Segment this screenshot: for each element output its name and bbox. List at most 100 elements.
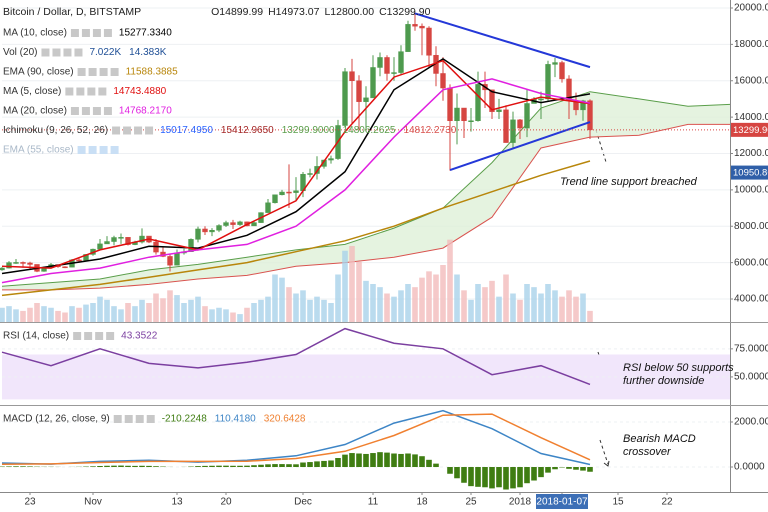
volume-bar: [279, 277, 285, 322]
candle-body: [13, 262, 19, 264]
candle-body: [454, 107, 460, 122]
macd-histogram-bar: [321, 460, 327, 468]
volume-bar: [419, 277, 425, 322]
annotation: Trend line support breached: [560, 176, 698, 188]
volume-bar: [69, 306, 75, 322]
volume-bar: [293, 293, 299, 322]
volume-bar: [209, 309, 215, 322]
legend-icon: [87, 87, 96, 96]
ohlc-value: H14973.07: [268, 6, 320, 18]
candle-body: [272, 194, 278, 204]
y-tick-label: 20000.00: [734, 3, 768, 14]
candle-body: [489, 89, 495, 112]
legend-value: 13299.9000: [282, 125, 335, 136]
candle-body: [447, 87, 453, 122]
macd-histogram-bar: [139, 465, 145, 468]
macd-histogram-bar: [286, 464, 292, 468]
macd-histogram-bar: [125, 465, 131, 468]
indicator-line: [1, 59, 591, 269]
volume-bar: [461, 290, 467, 322]
legend-icon: [74, 48, 83, 57]
candle-body: [475, 84, 481, 122]
volume-bar: [13, 309, 19, 322]
x-tick-label: 25: [465, 497, 477, 508]
legend-icon: [99, 146, 108, 154]
macd-histogram-bar: [20, 466, 26, 468]
macd-histogram-bar: [146, 465, 152, 468]
legend-icon: [103, 107, 112, 115]
macd-histogram-bar: [552, 467, 558, 470]
volume-bar: [517, 299, 523, 322]
macd-histogram-bar: [482, 467, 488, 488]
macd-histogram-bar: [587, 467, 593, 472]
volume-bar: [440, 265, 446, 322]
candle-body: [265, 202, 271, 213]
legend-icon: [81, 29, 90, 37]
volume-bar: [468, 299, 474, 322]
legend-name: Vol (20): [3, 47, 37, 58]
ichimoku-span-b: [2, 123, 730, 291]
volume-bar: [335, 274, 341, 322]
candle-body: [510, 119, 516, 143]
candle-body: [412, 24, 418, 27]
volume-bar: [321, 299, 327, 322]
legend-value: 320.6428: [264, 414, 306, 425]
candle-body: [20, 262, 26, 264]
legend-name: Ichimoku (9, 26, 52, 26): [3, 125, 108, 136]
candle-body: [118, 237, 124, 239]
legend-name: EMA (90, close): [3, 67, 74, 78]
x-tick-label: 11: [368, 497, 379, 508]
legend-icon: [99, 68, 108, 76]
volume-bar: [265, 296, 271, 322]
candle-body: [202, 228, 208, 233]
candle-body: [391, 72, 397, 74]
macd-histogram-bar: [433, 463, 439, 468]
macd-histogram-bar: [230, 465, 236, 468]
volume-bar: [230, 312, 236, 322]
annotation: further downside: [623, 375, 704, 387]
volume-bar: [538, 293, 544, 322]
legend-name: MA (5, close): [3, 86, 61, 97]
volume-bar: [118, 309, 124, 322]
macd-histogram-bar: [6, 466, 12, 468]
volume-bar: [174, 295, 180, 322]
candle-body: [559, 62, 565, 80]
volume-bar: [573, 296, 579, 322]
candle-body: [286, 191, 292, 194]
volume-bar: [363, 280, 369, 322]
legend-value: -210.2248: [162, 414, 207, 425]
macd-histogram-bar: [510, 467, 516, 489]
y-tick-label: 75.0000: [734, 343, 768, 354]
volume-bar: [503, 274, 509, 322]
volume-bar: [181, 303, 187, 322]
legend-icon: [81, 107, 90, 115]
ichimoku-span-a: [1, 91, 731, 287]
volume-bar: [146, 303, 152, 322]
macd-histogram-bar: [384, 452, 390, 468]
macd-histogram-bar: [580, 467, 586, 471]
macd-histogram-bar: [419, 456, 425, 468]
volume-bar: [34, 303, 40, 322]
macd-histogram-bar: [412, 454, 418, 468]
legend-icon: [103, 29, 112, 37]
macd-histogram-bar: [300, 462, 306, 468]
volume-bar: [524, 284, 530, 322]
legend-icon: [110, 146, 119, 154]
macd-histogram-bar: [566, 467, 572, 469]
candle-body: [188, 239, 194, 252]
candle-body: [538, 98, 544, 101]
macd-histogram-bar: [391, 453, 397, 468]
price-label: 13299.90: [733, 125, 768, 136]
volume-bar: [167, 290, 173, 322]
volume-bar: [426, 271, 432, 322]
volume-bar: [475, 284, 481, 322]
y-tick-label: 8000.00: [734, 221, 768, 232]
x-tick-label: Dec: [294, 497, 312, 508]
candle-body: [251, 222, 257, 227]
candle-body: [27, 262, 33, 265]
legend-icon: [134, 126, 143, 135]
volume-bar: [41, 306, 47, 322]
macd-histogram-bar: [13, 466, 19, 468]
volume-bar: [552, 290, 558, 322]
